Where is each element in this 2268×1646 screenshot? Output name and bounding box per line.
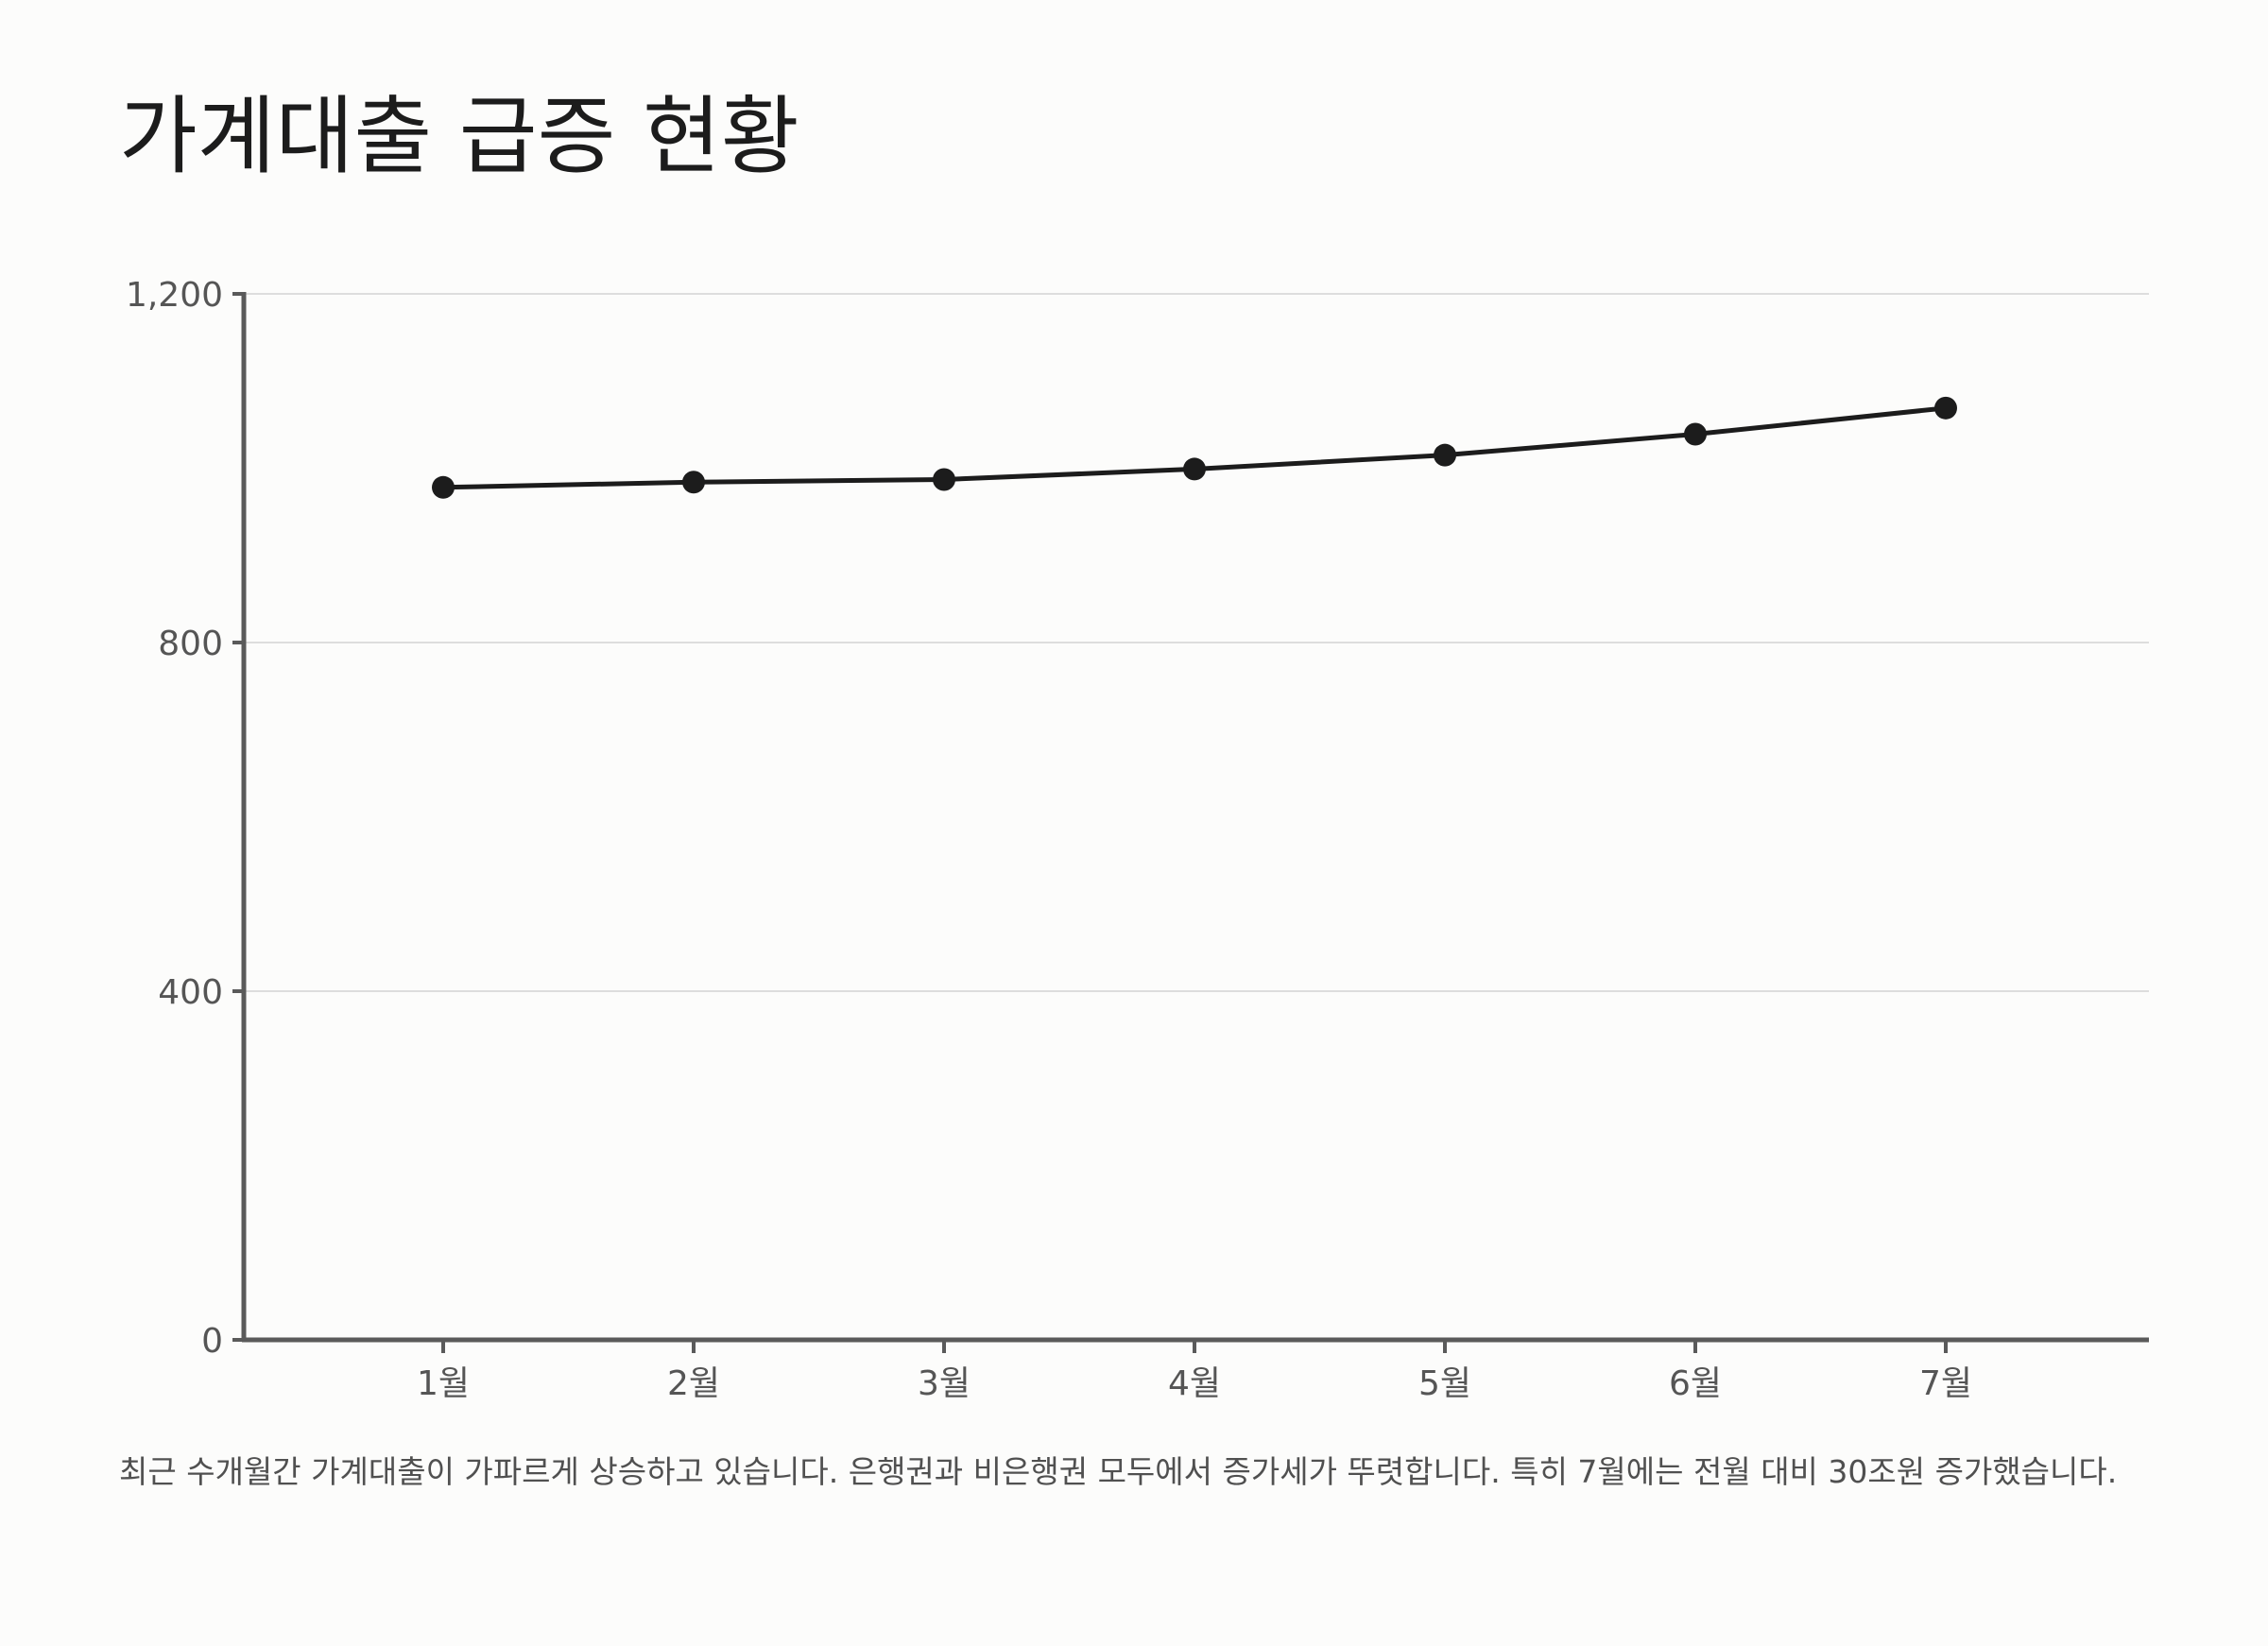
data-point <box>1183 457 1206 481</box>
data-point <box>1934 396 1957 420</box>
data-point <box>1434 443 1456 467</box>
x-tick-label: 7월 <box>1919 1364 1972 1403</box>
x-tick-label: 2월 <box>667 1364 720 1403</box>
y-tick-label: 400 <box>158 973 223 1012</box>
axes <box>241 292 2149 1343</box>
y-tick-label: 0 <box>201 1322 223 1361</box>
x-axis-ticks: 1월 2월 3월 4월 5월 6월 7월 <box>417 1340 1972 1403</box>
x-tick-label: 5월 <box>1418 1364 1471 1403</box>
chart-caption: 최근 수개월간 가계대출이 가파르게 상승하고 있습니다. 은행권과 비은행권 … <box>119 1453 2118 1490</box>
x-tick-label: 3월 <box>918 1364 971 1403</box>
y-tick-label: 800 <box>158 625 223 663</box>
x-tick-label: 4월 <box>1168 1364 1221 1403</box>
x-tick-label: 6월 <box>1669 1364 1722 1403</box>
y-tick-label: 1,200 <box>126 276 223 315</box>
y-axis-ticks: 0 400 800 1,200 <box>126 276 244 1361</box>
chart-title: 가계대출 급증 현황 <box>119 87 799 186</box>
x-tick-label: 1월 <box>417 1364 470 1403</box>
data-point <box>1684 422 1707 446</box>
gridlines <box>244 293 2149 992</box>
data-point <box>933 468 955 491</box>
data-point <box>682 471 705 494</box>
data-point <box>432 475 455 499</box>
series-layer <box>432 396 1957 499</box>
